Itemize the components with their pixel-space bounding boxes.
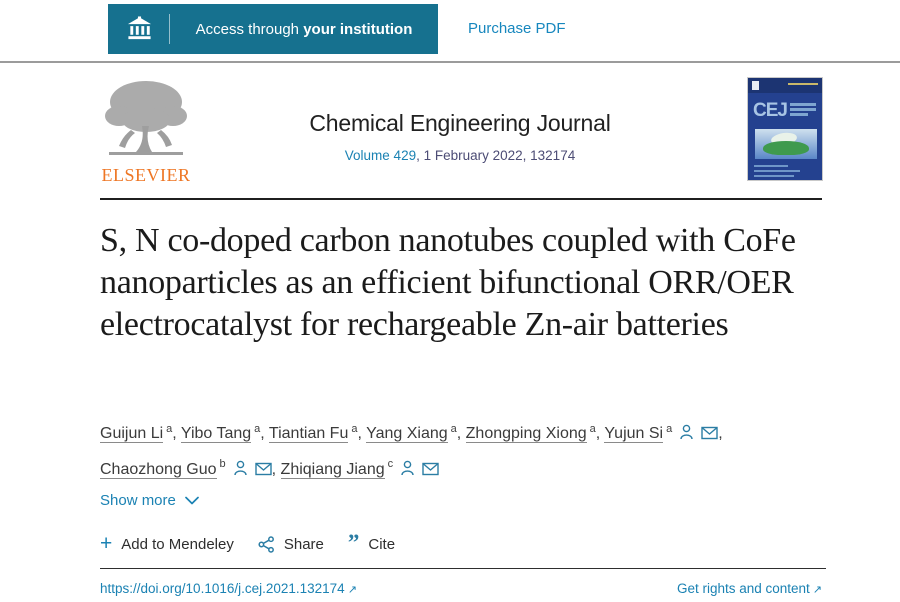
- author-separator: ,: [357, 425, 367, 443]
- cover-title-bar: [790, 103, 816, 106]
- email-author-icon[interactable]: [422, 462, 439, 476]
- article-title: S, N co-doped carbon nanotubes coupled w…: [100, 222, 796, 343]
- author-row-2: Chaozhong Guo b, Zhiqiang Jiang c: [100, 449, 830, 484]
- share-button[interactable]: Share: [258, 536, 324, 553]
- cover-title-bar: [790, 113, 808, 116]
- author: Chaozhong Guo b,: [100, 458, 281, 479]
- affiliation-superscript: a: [589, 423, 596, 435]
- author-separator: ,: [260, 425, 269, 443]
- access-institution-label: Access through your institution: [195, 20, 413, 38]
- author-link[interactable]: Yujun Si: [604, 425, 664, 444]
- cover-journal-abbrev: CEJ: [753, 100, 788, 121]
- doi-link[interactable]: https://doi.org/10.1016/j.cej.2021.13217…: [100, 581, 357, 596]
- cite-button[interactable]: ” Cite: [347, 530, 396, 555]
- author-link[interactable]: Yang Xiang: [366, 425, 448, 444]
- author: Zhiqiang Jiang c: [280, 458, 440, 479]
- corresponding-author-icon[interactable]: [679, 424, 694, 440]
- footer-divider: [100, 568, 826, 569]
- cover-footer-bar: [754, 170, 800, 172]
- external-link-icon: ↗: [812, 583, 822, 596]
- author: Yang Xiang a,: [366, 423, 466, 444]
- cover-artwork: [755, 129, 817, 159]
- button-divider: [169, 14, 170, 44]
- institution-bank-icon: [127, 16, 152, 40]
- affiliation-superscript: a: [254, 423, 261, 435]
- cover-top-band: [748, 78, 822, 93]
- header-divider: [100, 198, 822, 200]
- author-link[interactable]: Yibo Tang: [180, 425, 252, 444]
- rights-text: Get rights and content: [676, 581, 810, 596]
- action-toolbar: + Add to Mendeley Share ” Cite: [100, 530, 396, 555]
- plus-icon: +: [100, 532, 113, 555]
- purchase-pdf-link[interactable]: Purchase PDF: [468, 20, 566, 37]
- author-list: Guijun Li a, Yibo Tang a, Tiantian Fu a, Ya…: [100, 414, 830, 485]
- access-institution-button[interactable]: Access through your institution: [108, 4, 438, 54]
- author: Guijun Li a,: [100, 423, 181, 444]
- journal-issue-line: Volume 429, 1 February 2022, 132174: [200, 148, 720, 163]
- add-to-mendeley-label: Add to Mendeley: [121, 535, 234, 553]
- elsevier-tree-icon: [105, 81, 187, 155]
- show-more-label: Show more: [100, 492, 176, 509]
- doi-text: https://doi.org/10.1016/j.cej.2021.13217…: [100, 581, 345, 596]
- author-separator: ,: [595, 425, 605, 443]
- author-link[interactable]: Tiantian Fu: [268, 425, 349, 444]
- author-link[interactable]: Guijun Li: [100, 425, 164, 444]
- elsevier-wordmark: ELSEVIER: [101, 165, 191, 185]
- external-link-icon: ↗: [347, 583, 357, 596]
- chevron-down-icon: [185, 496, 199, 505]
- author-separator: ,: [172, 425, 181, 443]
- author-link[interactable]: Chaozhong Guo: [100, 460, 217, 479]
- show-more-button[interactable]: Show more: [100, 492, 199, 509]
- author: Tiantian Fu a,: [268, 423, 367, 444]
- add-to-mendeley-button[interactable]: + Add to Mendeley: [100, 532, 234, 555]
- cover-footer-bar: [754, 165, 788, 167]
- cover-artwork-green: [763, 141, 809, 155]
- affiliation-superscript: a: [351, 423, 358, 435]
- issue-date-number: , 1 February 2022, 132174: [416, 148, 576, 163]
- share-label: Share: [283, 535, 324, 553]
- journal-title-link[interactable]: Chemical Engineering Journal: [309, 110, 611, 136]
- author-row-1: Guijun Li a, Yibo Tang a, Tiantian Fu a, Ya…: [100, 414, 830, 449]
- email-author-icon[interactable]: [701, 426, 718, 440]
- author-separator: ,: [718, 425, 723, 443]
- cite-label: Cite: [368, 535, 396, 553]
- affiliation-superscript: a: [166, 423, 173, 435]
- cover-publisher-mark: [752, 81, 759, 90]
- top-divider: [0, 61, 900, 63]
- affiliation-superscript: a: [450, 423, 457, 435]
- cover-issue-line: [788, 83, 818, 85]
- journal-cover-thumbnail[interactable]: CEJ: [747, 77, 823, 181]
- corresponding-author-icon[interactable]: [233, 460, 248, 476]
- cover-footer-bar: [754, 175, 794, 177]
- cite-quote-icon: ”: [347, 530, 360, 555]
- affiliation-superscript: a: [666, 423, 673, 435]
- email-author-icon[interactable]: [254, 462, 272, 476]
- author-separator: ,: [271, 460, 281, 478]
- corresponding-author-icon[interactable]: [400, 460, 415, 476]
- rights-and-content-link[interactable]: Get rights and content ↗: [677, 581, 822, 596]
- author-link[interactable]: Zhiqiang Jiang: [280, 460, 385, 479]
- share-icon: [258, 535, 274, 553]
- author: Yibo Tang a,: [180, 423, 269, 444]
- elsevier-logo[interactable]: ELSEVIER: [100, 78, 192, 186]
- author-link[interactable]: Zhongping Xiong: [465, 425, 587, 444]
- volume-link[interactable]: Volume 429: [344, 148, 417, 163]
- author: Yujun Si a,: [604, 423, 723, 444]
- affiliation-superscript: c: [387, 458, 394, 471]
- journal-header: Chemical Engineering Journal Volume 429,…: [200, 110, 720, 163]
- affiliation-superscript: b: [219, 458, 226, 471]
- cover-title-bar: [790, 108, 816, 111]
- author-separator: ,: [456, 425, 466, 443]
- author: Zhongping Xiong a,: [465, 423, 605, 444]
